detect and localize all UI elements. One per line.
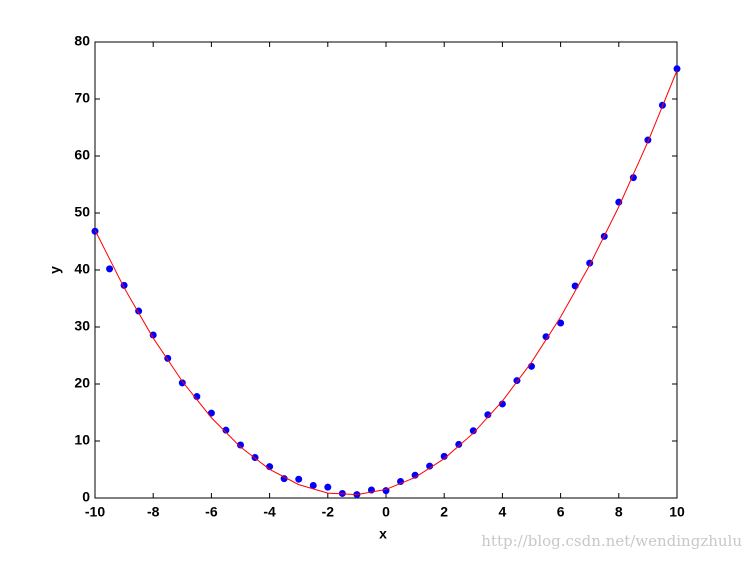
data-point [222, 426, 230, 434]
data-point [455, 440, 463, 448]
data-point [207, 409, 215, 417]
y-tick-label: 30 [74, 318, 90, 334]
data-point [178, 379, 186, 387]
data-point [324, 483, 332, 491]
y-tick-label: 50 [74, 204, 90, 220]
data-point [295, 475, 303, 483]
x-tick-label: -2 [322, 504, 335, 520]
x-tick-label: -8 [147, 504, 160, 520]
x-axis-label: x [379, 526, 387, 542]
y-tick-label: 10 [74, 432, 90, 448]
x-tick-label: 0 [382, 504, 390, 520]
data-point [528, 362, 535, 370]
y-tick-label: 70 [74, 90, 90, 106]
y-axis-label: y [47, 266, 63, 274]
y-tick-label: 40 [74, 261, 90, 277]
x-tick-label: 2 [440, 504, 448, 520]
x-tick-label: 4 [499, 504, 507, 520]
watermark: http://blog.csdn.net/wendingzhulu [481, 532, 742, 550]
data-point [309, 481, 317, 489]
data-point [557, 319, 565, 327]
x-tick-label: 10 [669, 504, 685, 520]
x-tick-label: 6 [557, 504, 565, 520]
fit-line [94, 70, 678, 496]
plot-frame [94, 41, 678, 499]
data-point [106, 265, 114, 273]
y-tick-label: 80 [74, 33, 90, 49]
y-tick-label: 60 [74, 147, 90, 163]
y-tick-label: 20 [74, 375, 90, 391]
x-tick-label: -10 [85, 504, 105, 520]
x-tick-label: -6 [205, 504, 218, 520]
data-point [237, 441, 244, 449]
x-tick-label: 8 [615, 504, 623, 520]
y-tick-label: 0 [82, 489, 90, 505]
x-tick-label: -4 [263, 504, 276, 520]
